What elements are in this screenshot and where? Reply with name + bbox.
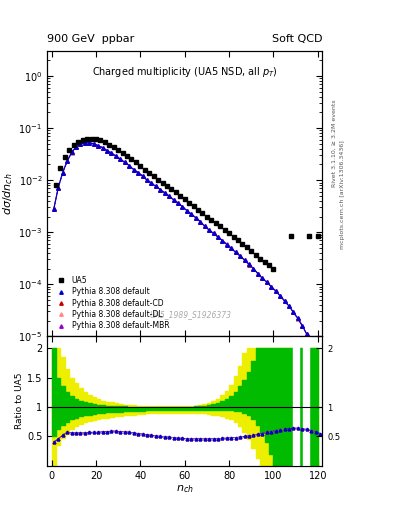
UA5 [85,136,90,142]
UA5 [191,203,196,209]
X-axis label: $n_{ch}$: $n_{ch}$ [176,483,194,495]
Pythia 8.308 default-CD [185,207,189,214]
UA5 [196,207,200,213]
Pythia 8.308 default [322,375,327,381]
Pythia 8.308 default [247,262,252,268]
Pythia 8.308 default-MBR [140,173,145,179]
Line: Pythia 8.308 default-CD: Pythia 8.308 default-CD [52,141,331,395]
Text: mcplots.cern.ch [arXiv:1306.3436]: mcplots.cern.ch [arXiv:1306.3436] [340,140,345,249]
Line: Pythia 8.308 default-DL: Pythia 8.308 default-DL [52,141,331,395]
UA5 [54,182,59,188]
Pythia 8.308 default-CD [322,375,327,381]
Text: Rivet 3.1.10, ≥ 3.2M events: Rivet 3.1.10, ≥ 3.2M events [332,99,337,187]
Pythia 8.308 default-CD [247,262,252,268]
Pythia 8.308 default [131,166,136,173]
Pythia 8.308 default-MBR [322,375,327,381]
Pythia 8.308 default-MBR [193,215,198,221]
Pythia 8.308 default-DL [247,262,252,268]
Pythia 8.308 default-MBR [83,140,87,146]
Pythia 8.308 default-CD [140,173,145,179]
Line: Pythia 8.308 default: Pythia 8.308 default [52,141,331,395]
Pythia 8.308 default-DL [322,375,327,381]
Pythia 8.308 default-CD [193,215,198,221]
Pythia 8.308 default-DL [327,390,331,396]
Pythia 8.308 default [185,207,189,214]
Pythia 8.308 default-MBR [327,390,331,396]
Pythia 8.308 default-CD [327,390,331,396]
UA5 [271,266,276,272]
Pythia 8.308 default [140,173,145,179]
Text: Soft QCD: Soft QCD [272,33,322,44]
Pythia 8.308 default-CD [131,166,136,173]
Pythia 8.308 default-DL [140,173,145,179]
Pythia 8.308 default-MBR [247,262,252,268]
Legend: UA5, Pythia 8.308 default, Pythia 8.308 default-CD, Pythia 8.308 default-DL, Pyt: UA5, Pythia 8.308 default, Pythia 8.308 … [51,274,171,332]
Line: UA5: UA5 [53,136,320,271]
Pythia 8.308 default-DL [51,206,56,212]
Pythia 8.308 default-CD [51,206,56,212]
UA5 [120,150,125,156]
UA5 [209,217,214,223]
Pythia 8.308 default-DL [83,140,87,146]
Pythia 8.308 default-MBR [131,166,136,173]
Pythia 8.308 default-MBR [185,207,189,214]
Pythia 8.308 default [193,215,198,221]
Pythia 8.308 default-CD [83,140,87,146]
Pythia 8.308 default-MBR [51,206,56,212]
Pythia 8.308 default [83,140,87,146]
UA5 [204,214,209,220]
Line: Pythia 8.308 default-MBR: Pythia 8.308 default-MBR [52,141,331,395]
Pythia 8.308 default-DL [131,166,136,173]
Y-axis label: $d\sigma/dn_{ch}$: $d\sigma/dn_{ch}$ [2,173,15,215]
Pythia 8.308 default-DL [193,215,198,221]
UA5 [316,233,320,239]
Text: Charged multiplicity (UA5 NSD, all $p_{T}$): Charged multiplicity (UA5 NSD, all $p_{T… [92,66,278,79]
Pythia 8.308 default-DL [185,207,189,214]
Text: UA5_1989_S1926373: UA5_1989_S1926373 [149,310,231,319]
Y-axis label: Ratio to UA5: Ratio to UA5 [15,373,24,430]
Pythia 8.308 default [51,206,56,212]
Text: 900 GeV  ppbar: 900 GeV ppbar [47,33,134,44]
UA5 [235,237,240,243]
Pythia 8.308 default [327,390,331,396]
